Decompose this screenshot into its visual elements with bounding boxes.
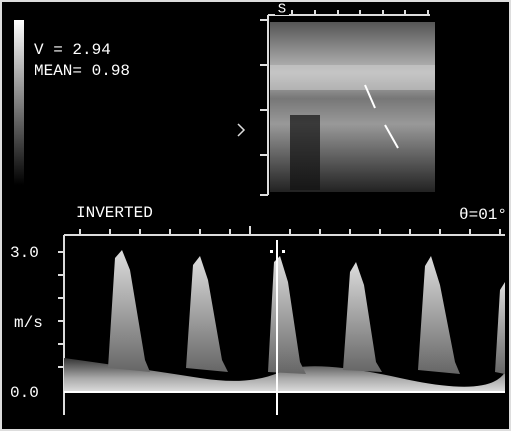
- ultrasound-screen: V = 2.94 MEAN= 0.98 S INVERTED θ=01° 3.0…: [0, 0, 511, 431]
- probe-marker: S: [278, 2, 286, 18]
- unit-label: m/s: [14, 314, 43, 332]
- mode-label: INVERTED: [76, 204, 153, 222]
- scale-top-label: 3.0: [10, 244, 39, 262]
- velocity-readout: V = 2.94: [34, 41, 111, 59]
- b-mode-image: [238, 3, 435, 195]
- gray-scale-bar: [14, 20, 24, 185]
- angle-label: θ=01°: [459, 206, 507, 224]
- mean-readout: MEAN= 0.98: [34, 62, 130, 80]
- scale-bottom-label: 0.0: [10, 384, 39, 402]
